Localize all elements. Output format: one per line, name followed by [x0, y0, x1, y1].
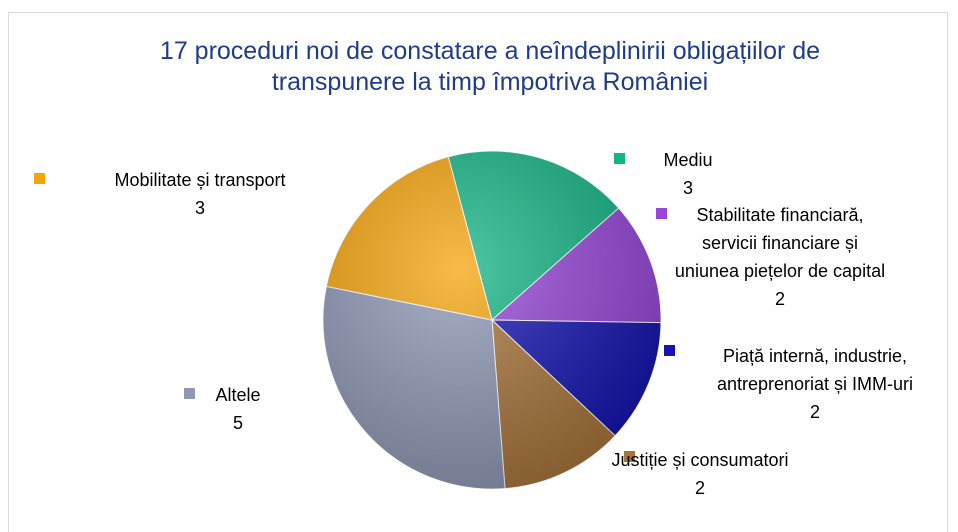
- legend-marker: [656, 208, 667, 219]
- category-label: Stabilitate financiară, servicii financi…: [674, 205, 886, 281]
- data-label: Mediu 3: [618, 146, 758, 202]
- data-label: Justiție și consumatori 2: [610, 446, 790, 502]
- category-label: Altele: [215, 385, 261, 405]
- legend-marker: [34, 173, 45, 184]
- data-label: Mobilitate și transport 3: [70, 166, 330, 222]
- data-label: Piață internă, industrie, antreprenoriat…: [680, 342, 950, 426]
- value-label: 2: [774, 289, 785, 309]
- category-label: Mediu: [663, 150, 713, 170]
- category-label: Justiție și consumatori: [611, 450, 789, 470]
- legend-marker: [614, 153, 625, 164]
- value-label: 5: [232, 413, 243, 433]
- category-label: Piață internă, industrie, antreprenoriat…: [716, 346, 914, 394]
- value-label: 3: [194, 198, 205, 218]
- value-label: 2: [694, 478, 705, 498]
- legend-marker: [664, 345, 675, 356]
- value-label: 3: [682, 178, 693, 198]
- data-label: Stabilitate financiară, servicii financi…: [670, 201, 890, 313]
- legend-marker: [624, 451, 635, 462]
- value-label: 2: [809, 402, 820, 422]
- data-label: Altele 5: [198, 381, 278, 437]
- chart-frame: [8, 12, 948, 532]
- chart-title: 17 proceduri noi de constatare a neîndep…: [159, 37, 821, 96]
- legend-marker: [184, 388, 195, 399]
- category-label: Mobilitate și transport: [114, 170, 286, 190]
